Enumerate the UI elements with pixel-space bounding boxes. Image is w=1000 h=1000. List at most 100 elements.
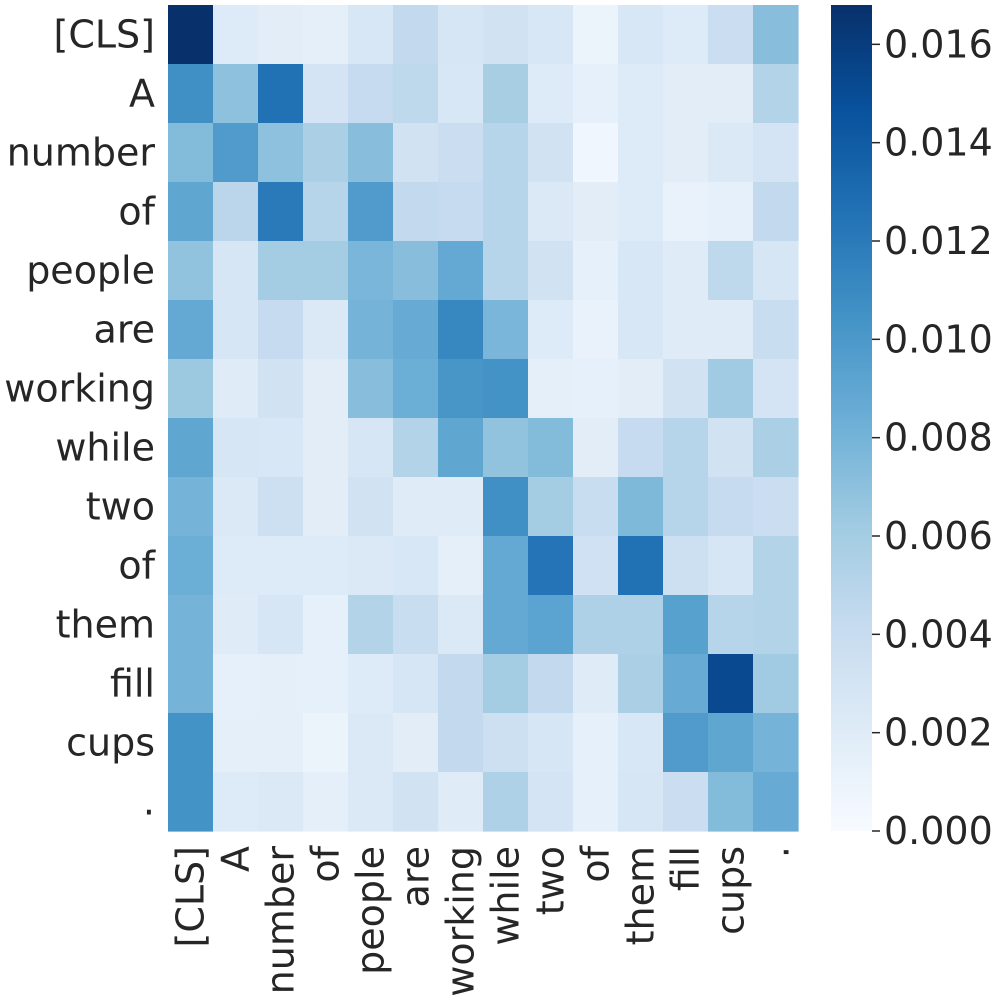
heatmap-cell-7-9 xyxy=(573,418,619,478)
heatmap-cell-12-13 xyxy=(753,713,799,773)
heatmap-cell-13-3 xyxy=(303,772,349,832)
heatmap-cell-7-4 xyxy=(348,418,394,478)
heatmap-cell-0-4 xyxy=(348,5,394,65)
heatmap-cell-11-8 xyxy=(528,654,574,714)
heatmap-cell-4-7 xyxy=(483,241,529,301)
heatmap-cell-10-8 xyxy=(528,595,574,655)
heatmap-cell-9-12 xyxy=(708,536,754,596)
heatmap-cell-6-13 xyxy=(753,359,799,419)
heatmap-cell-5-0 xyxy=(168,300,214,360)
heatmap-cell-8-5 xyxy=(393,477,439,537)
heatmap-cell-10-6 xyxy=(438,595,484,655)
heatmap-cell-6-1 xyxy=(213,359,259,419)
heatmap-cell-12-2 xyxy=(258,713,304,773)
heatmap-cell-8-4 xyxy=(348,477,394,537)
heatmap-cell-10-10 xyxy=(618,595,664,655)
heatmap-cell-6-12 xyxy=(708,359,754,419)
column-label-0: [CLS] xyxy=(169,846,213,947)
heatmap-cell-1-13 xyxy=(753,64,799,124)
heatmap-cell-11-2 xyxy=(258,654,304,714)
heatmap-cell-4-11 xyxy=(663,241,709,301)
heatmap-cell-1-2 xyxy=(258,64,304,124)
colorbar: 0.000 0.002 0.004 0.006 0.008 0.010 0.012 0.014… xyxy=(831,5,993,853)
column-label-8: two xyxy=(529,846,573,915)
heatmap-cell-1-9 xyxy=(573,64,619,124)
heatmap-cell-2-13 xyxy=(753,123,799,183)
heatmap-cell-10-9 xyxy=(573,595,619,655)
heatmap-cell-1-12 xyxy=(708,64,754,124)
row-label-4: people xyxy=(26,249,155,293)
heatmap-cell-12-6 xyxy=(438,713,484,773)
heatmap-cell-11-13 xyxy=(753,654,799,714)
heatmap-cell-12-8 xyxy=(528,713,574,773)
heatmap-cell-7-7 xyxy=(483,418,529,478)
heatmap-cell-11-6 xyxy=(438,654,484,714)
column-label-5: are xyxy=(394,846,438,907)
heatmap-cell-8-13 xyxy=(753,477,799,537)
heatmap-cell-7-0 xyxy=(168,418,214,478)
heatmap-cell-10-13 xyxy=(753,595,799,655)
heatmap-cell-0-2 xyxy=(258,5,304,65)
column-label-13: . xyxy=(754,846,798,858)
heatmap-cell-1-7 xyxy=(483,64,529,124)
heatmap-cell-2-8 xyxy=(528,123,574,183)
heatmap-cell-12-9 xyxy=(573,713,619,773)
heatmap-cell-11-4 xyxy=(348,654,394,714)
heatmap-cell-0-11 xyxy=(663,5,709,65)
heatmap-cell-5-6 xyxy=(438,300,484,360)
row-label-6: working xyxy=(4,367,155,411)
heatmap-cell-3-10 xyxy=(618,182,664,242)
heatmap-cell-4-0 xyxy=(168,241,214,301)
colorbar-tick-label-5: 0.010 xyxy=(884,317,993,361)
heatmap-cell-2-11 xyxy=(663,123,709,183)
heatmap-cell-6-2 xyxy=(258,359,304,419)
heatmap-cell-8-11 xyxy=(663,477,709,537)
heatmap-cell-1-0 xyxy=(168,64,214,124)
heatmap-cell-8-0 xyxy=(168,477,214,537)
heatmap-cell-2-7 xyxy=(483,123,529,183)
row-label-5: are xyxy=(94,308,155,352)
heatmap-cell-9-8 xyxy=(528,536,574,596)
heatmap-cell-4-3 xyxy=(303,241,349,301)
heatmap-cell-3-2 xyxy=(258,182,304,242)
heatmap-cell-13-1 xyxy=(213,772,259,832)
heatmap-cell-13-2 xyxy=(258,772,304,832)
heatmap-cell-10-5 xyxy=(393,595,439,655)
heatmap-cell-2-2 xyxy=(258,123,304,183)
heatmap-cell-13-7 xyxy=(483,772,529,832)
heatmap-cell-5-13 xyxy=(753,300,799,360)
heatmap-cell-0-7 xyxy=(483,5,529,65)
heatmap-cell-2-12 xyxy=(708,123,754,183)
heatmap-cell-0-8 xyxy=(528,5,574,65)
heatmap-cell-7-8 xyxy=(528,418,574,478)
heatmap-cell-6-5 xyxy=(393,359,439,419)
heatmap-cell-4-5 xyxy=(393,241,439,301)
heatmap-cell-2-5 xyxy=(393,123,439,183)
row-label-10: them xyxy=(56,603,155,647)
heatmap-cell-3-12 xyxy=(708,182,754,242)
heatmap-cell-4-9 xyxy=(573,241,619,301)
heatmap-cell-4-10 xyxy=(618,241,664,301)
heatmap-cell-2-4 xyxy=(348,123,394,183)
heatmap-cell-11-0 xyxy=(168,654,214,714)
heatmap-cell-11-10 xyxy=(618,654,664,714)
heatmap-cells xyxy=(168,5,799,832)
heatmap-cell-2-1 xyxy=(213,123,259,183)
heatmap-cell-1-11 xyxy=(663,64,709,124)
heatmap-cell-4-12 xyxy=(708,241,754,301)
colorbar-tick-label-3: 0.006 xyxy=(884,514,993,558)
heatmap-cell-4-1 xyxy=(213,241,259,301)
heatmap-cell-13-11 xyxy=(663,772,709,832)
heatmap-cell-2-0 xyxy=(168,123,214,183)
heatmap-cell-12-5 xyxy=(393,713,439,773)
heatmap-cell-5-7 xyxy=(483,300,529,360)
heatmap-cell-11-1 xyxy=(213,654,259,714)
heatmap-cell-9-3 xyxy=(303,536,349,596)
heatmap-cell-7-13 xyxy=(753,418,799,478)
heatmap-cell-1-3 xyxy=(303,64,349,124)
heatmap-cell-12-0 xyxy=(168,713,214,773)
heatmap-cell-13-10 xyxy=(618,772,664,832)
heatmap-cell-10-4 xyxy=(348,595,394,655)
heatmap-cell-9-6 xyxy=(438,536,484,596)
